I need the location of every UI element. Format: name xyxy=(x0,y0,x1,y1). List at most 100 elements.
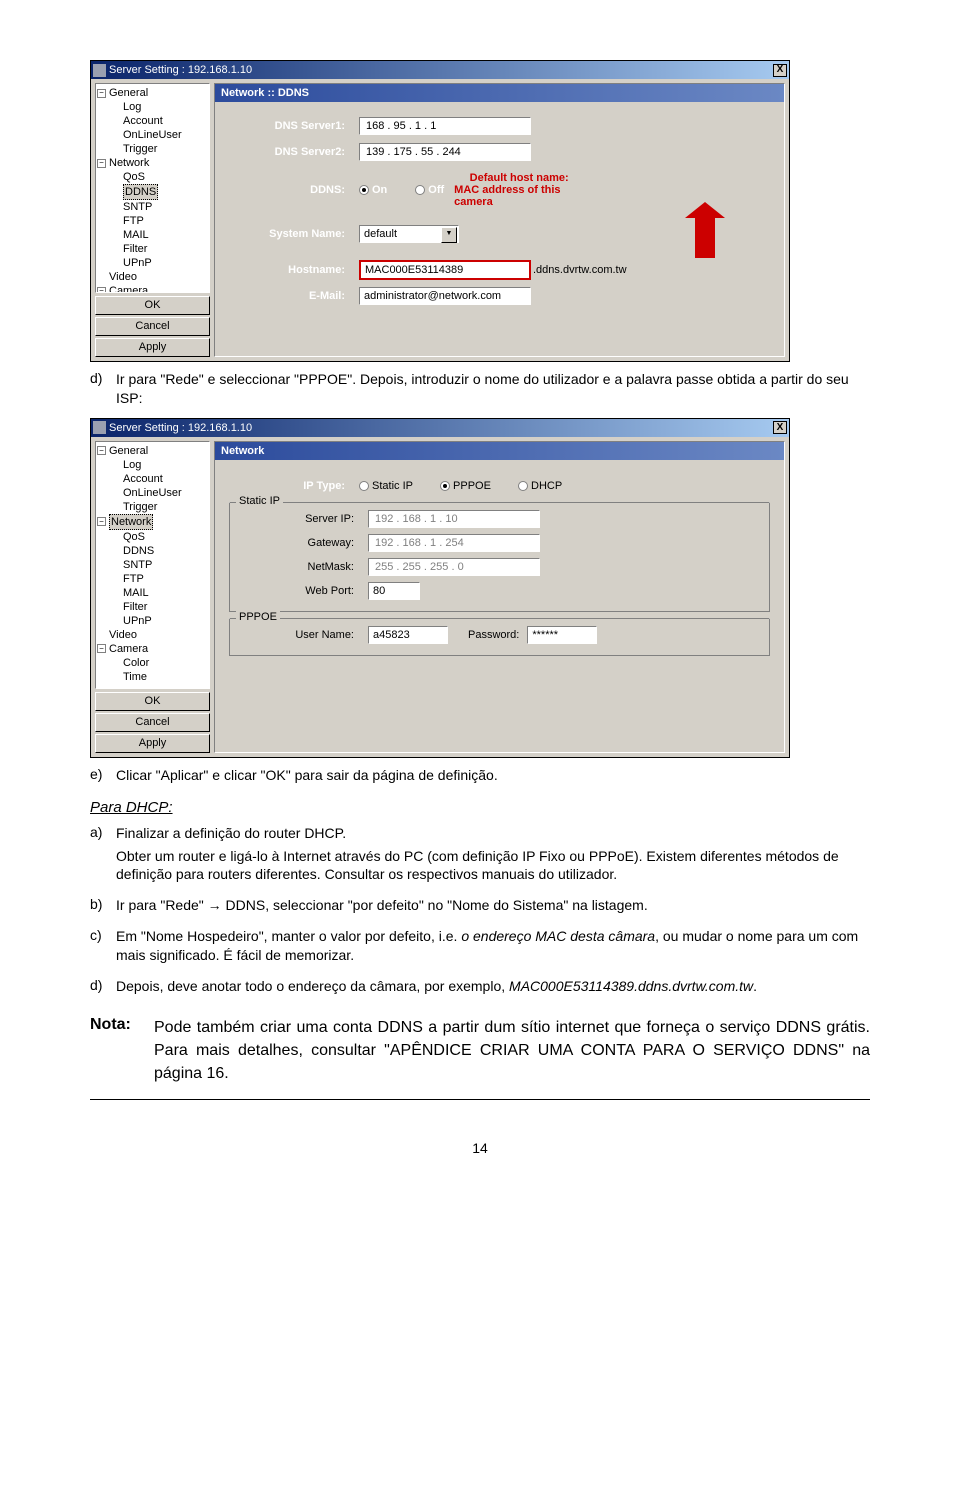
pppoe-radio[interactable] xyxy=(440,481,450,491)
iptype-label: IP Type: xyxy=(229,480,359,492)
note-line2: MAC address of this camera xyxy=(454,184,584,208)
tree-item[interactable]: Log xyxy=(97,458,208,472)
tree-item[interactable]: DDNS xyxy=(97,544,208,558)
hostname-note: Default host name: MAC address of this c… xyxy=(454,172,584,208)
tree-item[interactable]: OnLineUser xyxy=(97,486,208,500)
tree-item[interactable]: QoS xyxy=(97,170,208,184)
tree-item-selected[interactable]: Network xyxy=(109,514,153,530)
tree-item[interactable]: Time xyxy=(97,670,208,684)
dhcp-heading: Para DHCP: xyxy=(90,799,870,816)
ok-button[interactable]: OK xyxy=(95,692,210,711)
cancel-button[interactable]: Cancel xyxy=(95,317,210,336)
tree-item[interactable]: MAIL xyxy=(97,586,208,600)
note-label: Nota: xyxy=(90,1016,154,1086)
ddns-off-label: Off xyxy=(428,184,444,196)
settings-tree[interactable]: −General Log Account OnLineUser Trigger … xyxy=(95,441,210,689)
doc-item-c: c) Em "Nome Hospedeiro", manter o valor … xyxy=(90,927,870,969)
tree-item[interactable]: Log xyxy=(97,100,208,114)
tree-item[interactable]: Color xyxy=(97,656,208,670)
ddns-panel: Network :: DDNS DNS Server1: 168 . 95 . … xyxy=(214,83,785,357)
dns2-input[interactable]: 139 . 175 . 55 . 244 xyxy=(359,143,531,161)
ok-button[interactable]: OK xyxy=(95,296,210,315)
doc-item-d2: d) Depois, deve anotar todo o endereço d… xyxy=(90,977,870,1000)
note-body: Pode também criar uma conta DDNS a parti… xyxy=(154,1016,870,1086)
tree-toggle[interactable]: − xyxy=(97,446,106,455)
systemname-value: default xyxy=(364,228,397,240)
apply-button[interactable]: Apply xyxy=(95,338,210,357)
tree-toggle[interactable]: − xyxy=(97,517,106,526)
hostname-input[interactable]: MAC000E53114389 xyxy=(359,260,531,280)
ddns-on-radio[interactable] xyxy=(359,185,369,195)
tree-item[interactable]: UPnP xyxy=(97,256,208,270)
bullet: a) xyxy=(90,824,116,889)
settings-tree[interactable]: −General Log Account OnLineUser Trigger … xyxy=(95,83,210,293)
webport-input[interactable]: 80 xyxy=(368,582,420,600)
staticip-legend: Static IP xyxy=(236,495,283,507)
doc-text: Clicar "Aplicar" e clicar "OK" para sair… xyxy=(116,766,870,785)
tree-item[interactable]: Network xyxy=(109,156,149,170)
tree-item[interactable]: UPnP xyxy=(97,614,208,628)
ddns-dialog: Server Setting : 192.168.1.10 X −General… xyxy=(90,60,790,362)
tree-item[interactable]: FTP xyxy=(97,572,208,586)
page-number: 14 xyxy=(90,1140,870,1156)
dhcp-radio[interactable] xyxy=(518,481,528,491)
tree-toggle[interactable]: − xyxy=(97,159,106,168)
titlebar: Server Setting : 192.168.1.10 X xyxy=(91,419,789,437)
ddns-on-label: On xyxy=(372,184,387,196)
tree-item[interactable]: Filter xyxy=(97,242,208,256)
tree-item[interactable]: SNTP xyxy=(97,558,208,572)
panel-title: Network xyxy=(215,442,784,460)
window-title: Server Setting : 192.168.1.10 xyxy=(109,419,252,437)
doc-text: Depois, deve anotar todo o endereço da c… xyxy=(116,977,870,996)
pppoe-fieldset: PPPOE User Name: a45823 Password: ****** xyxy=(229,618,770,656)
tree-item[interactable]: QoS xyxy=(97,530,208,544)
systemname-select[interactable]: default xyxy=(359,225,459,243)
tree-item[interactable]: MAIL xyxy=(97,228,208,242)
tree-item[interactable]: General xyxy=(109,444,148,458)
static-radio[interactable] xyxy=(359,481,369,491)
tree-item[interactable]: Video xyxy=(97,270,208,284)
tree-item[interactable]: Trigger xyxy=(97,142,208,156)
tree-item[interactable]: Filter xyxy=(97,600,208,614)
tree-item[interactable]: Camera xyxy=(109,642,148,656)
email-input[interactable]: administrator@network.com xyxy=(359,287,531,305)
netmask-input: 255 . 255 . 255 . 0 xyxy=(368,558,540,576)
settings-sidebar: −General Log Account OnLineUser Trigger … xyxy=(95,83,210,357)
tree-item[interactable]: Trigger xyxy=(97,500,208,514)
serverip-input: 192 . 168 . 1 . 10 xyxy=(368,510,540,528)
doc-item-d: d) Ir para "Rede" e seleccionar "PPPOE".… xyxy=(90,370,870,412)
tree-item[interactable]: Camera xyxy=(109,284,148,293)
dns2-label: DNS Server2: xyxy=(229,146,359,158)
doc-em: MAC000E53114389.ddns.dvrtw.com.tw xyxy=(509,978,753,994)
tree-toggle[interactable]: − xyxy=(97,89,106,98)
close-button[interactable]: X xyxy=(773,64,787,77)
tree-item[interactable]: SNTP xyxy=(97,200,208,214)
password-input[interactable]: ****** xyxy=(527,626,597,644)
tree-item[interactable]: OnLineUser xyxy=(97,128,208,142)
tree-item[interactable]: FTP xyxy=(97,214,208,228)
username-label: User Name: xyxy=(238,629,368,641)
doc-text: Ir para "Rede" e seleccionar "PPPOE". De… xyxy=(116,370,870,408)
doc-item-e: e) Clicar "Aplicar" e clicar "OK" para s… xyxy=(90,766,870,789)
tree-toggle[interactable]: − xyxy=(97,287,106,294)
tree-item-selected[interactable]: DDNS xyxy=(123,184,158,200)
dns1-label: DNS Server1: xyxy=(229,120,359,132)
tree-item[interactable]: Account xyxy=(97,472,208,486)
bullet: e) xyxy=(90,766,116,789)
apply-button[interactable]: Apply xyxy=(95,734,210,753)
tree-item[interactable]: Video xyxy=(97,628,208,642)
ddns-off-radio[interactable] xyxy=(415,185,425,195)
tree-item[interactable]: Account xyxy=(97,114,208,128)
network-panel: Network IP Type: Static IP PPPOE DHCP St… xyxy=(214,441,785,753)
cancel-button[interactable]: Cancel xyxy=(95,713,210,732)
tree-item[interactable]: General xyxy=(109,86,148,100)
username-input[interactable]: a45823 xyxy=(368,626,448,644)
dns1-input[interactable]: 168 . 95 . 1 . 1 xyxy=(359,117,531,135)
close-button[interactable]: X xyxy=(773,421,787,434)
panel-title: Network :: DDNS xyxy=(215,84,784,102)
dhcp-radio-label: DHCP xyxy=(531,480,562,492)
tree-toggle[interactable]: − xyxy=(97,644,106,653)
note-row: Nota: Pode também criar uma conta DDNS a… xyxy=(90,1016,870,1101)
email-label: E-Mail: xyxy=(229,290,359,302)
arrow-up-icon xyxy=(695,218,715,258)
